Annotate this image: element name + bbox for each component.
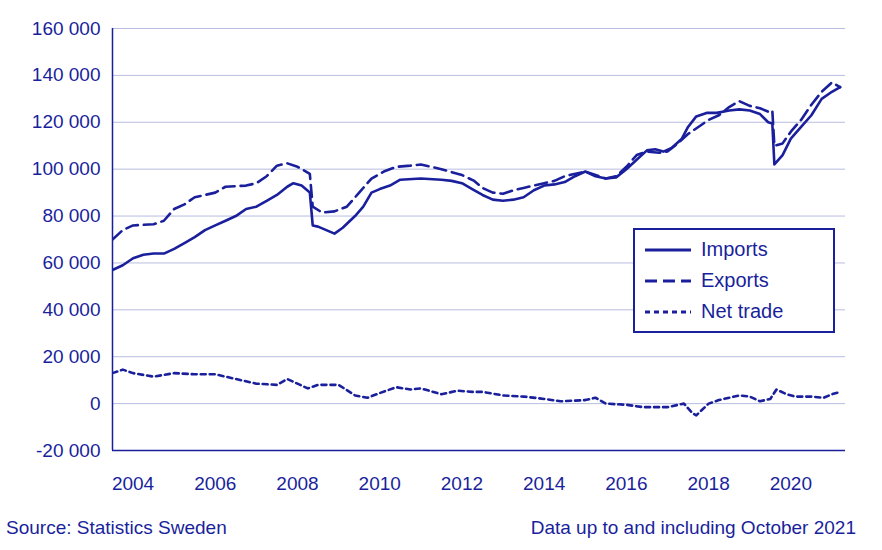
svg-text:2008: 2008 [276, 473, 318, 494]
svg-text:2004: 2004 [112, 473, 155, 494]
svg-text:2014: 2014 [523, 473, 566, 494]
html-text:Net trade: Net trade [701, 300, 784, 322]
svg-text:160 000: 160 000 [32, 18, 101, 39]
svg-text:2018: 2018 [687, 473, 729, 494]
svg-text:2010: 2010 [359, 473, 401, 494]
svg-text:2006: 2006 [194, 473, 236, 494]
html-text:Imports: Imports [701, 238, 768, 260]
svg-text:2016: 2016 [605, 473, 647, 494]
html-text:Source: Statistics Sweden: Source: Statistics Sweden [6, 516, 227, 538]
svg-text:60 000: 60 000 [42, 252, 100, 273]
svg-text:-20 000: -20 000 [36, 440, 100, 461]
html-text:Data up to and including Octob: Data up to and including October 2021 [530, 516, 856, 538]
svg-text:100 000: 100 000 [32, 158, 101, 179]
html-text:Exports: Exports [701, 269, 769, 291]
svg-text:2012: 2012 [441, 473, 483, 494]
svg-text:40 000: 40 000 [42, 299, 100, 320]
svg-text:20 000: 20 000 [42, 346, 100, 367]
svg-text:80 000: 80 000 [42, 205, 100, 226]
svg-text:0: 0 [90, 393, 101, 414]
svg-text:120 000: 120 000 [32, 111, 101, 132]
svg-text:140 000: 140 000 [32, 64, 101, 85]
svg-text:2020: 2020 [770, 473, 812, 494]
